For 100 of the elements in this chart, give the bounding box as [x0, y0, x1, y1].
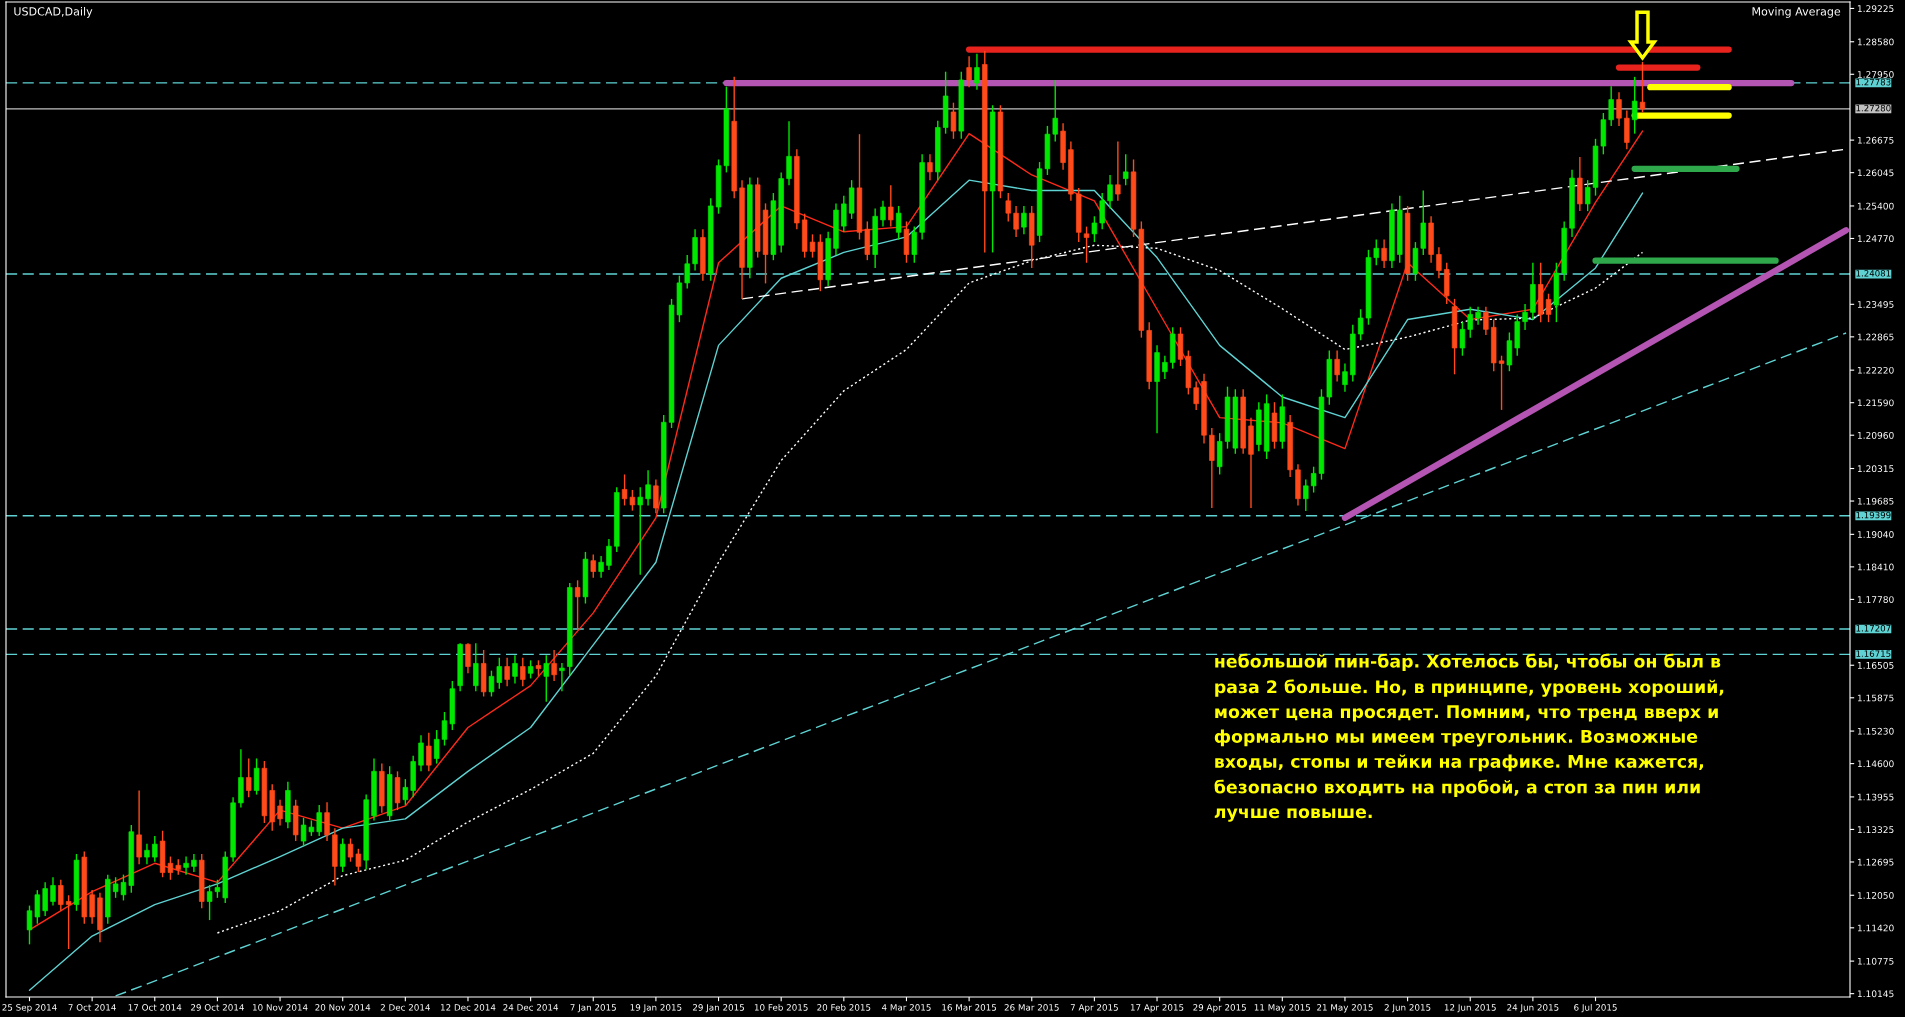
candlestick — [246, 757, 252, 798]
candlestick — [50, 876, 56, 907]
annotation: небольшой пин-бар. Хотелось бы, чтобы он был в раза 2 больше. Но, в принципе, уровень хороший, может цена просядет. Помним, что тренд вверх и формально мы имеем треугольник. Возможные входы, стопы и тейки на графике. Мне кажется, безопасно входить на пробой, а стоп за пин или лучше повыше. — [1214, 653, 1724, 822]
y-tick-label: 1.18410 — [1857, 563, 1894, 571]
candlestick — [34, 889, 41, 925]
candlestick — [1021, 205, 1027, 236]
candlestick — [1483, 305, 1489, 336]
candlestick — [590, 553, 596, 579]
candlestick — [1052, 79, 1058, 143]
y-tick-label: 1.26045 — [1857, 169, 1894, 177]
candlestick — [1162, 355, 1168, 380]
candlestick — [653, 478, 659, 514]
candlestick — [598, 555, 604, 579]
ref-line-label: 1.16715 — [1856, 650, 1891, 657]
candlestick — [1459, 321, 1466, 357]
candlestick — [527, 659, 534, 680]
candlestick — [426, 731, 432, 773]
candlestick — [559, 662, 565, 693]
y-tick-label: 1.10775 — [1857, 957, 1894, 965]
x-tick-label: 17 Oct 2014 — [128, 1004, 182, 1011]
x-tick-label: 7 Apr 2015 — [1070, 1004, 1118, 1013]
candlestick — [1334, 349, 1340, 383]
candlestick — [1193, 380, 1199, 411]
candlestick — [637, 486, 643, 576]
y-tick-label: 1.26675 — [1857, 136, 1894, 144]
candlestick — [1639, 61, 1646, 114]
candlestick — [551, 649, 557, 682]
x-tick-label: 24 Jun 2015 — [1507, 1004, 1559, 1013]
candlestick — [1616, 91, 1622, 127]
candlestick — [1475, 305, 1481, 326]
candlestick — [26, 904, 33, 946]
y-tick-label: 1.15230 — [1857, 727, 1894, 735]
candlestick — [1631, 76, 1638, 135]
candlestick — [1584, 179, 1591, 212]
x-tick-label: 10 Feb 2015 — [754, 1003, 808, 1011]
candlestick — [496, 657, 502, 690]
y-tick-label: 1.20315 — [1857, 465, 1894, 473]
x-tick-label: 20 Feb 2015 — [817, 1003, 871, 1011]
candlestick — [645, 469, 651, 507]
candlestick — [684, 254, 690, 290]
ref-line-label: 1.19399 — [1856, 511, 1891, 519]
x-tick-label: 2 Jun 2015 — [1384, 1004, 1431, 1013]
x-tick-label: 29 Oct 2014 — [191, 1004, 244, 1011]
candlestick — [340, 837, 346, 873]
candlestick — [473, 642, 479, 693]
x-tick-label: 7 Oct 2014 — [68, 1004, 116, 1011]
x-tick-label: 25 Sep 2014 — [2, 1004, 57, 1013]
candlestick — [574, 579, 581, 631]
x-tick-label: 12 Dec 2014 — [440, 1004, 496, 1011]
y-tick-label: 1.13955 — [1857, 793, 1894, 801]
x-tick-label: 17 Apr 2015 — [1130, 1004, 1184, 1013]
candlestick — [42, 881, 48, 917]
y-tick-label: 1.22865 — [1857, 333, 1894, 341]
y-tick-label: 1.12695 — [1857, 858, 1894, 866]
candlestick — [1099, 192, 1105, 230]
x-tick-label: 21 May 2015 — [1317, 1004, 1373, 1013]
x-tick-label: 6 Jul 2015 — [1574, 1003, 1617, 1013]
x-tick-label: 24 Dec 2014 — [503, 1004, 559, 1011]
candlestick — [316, 804, 322, 837]
candlestick — [488, 669, 495, 698]
x-tick-label: 10 Nov 2014 — [252, 1004, 308, 1011]
candlestick — [966, 55, 972, 88]
candlestick — [65, 894, 72, 950]
candlestick — [136, 789, 142, 865]
y-tick-label: 1.14600 — [1857, 760, 1894, 768]
candlestick — [1107, 174, 1113, 210]
candlestick — [1608, 85, 1614, 127]
candlestick — [1303, 478, 1309, 512]
x-tick-label: 12 Jun 2015 — [1444, 1004, 1496, 1013]
y-tick-label: 1.23495 — [1857, 301, 1894, 308]
y-tick-label: 1.20960 — [1857, 431, 1894, 439]
candlestick — [1498, 355, 1505, 411]
candlestick — [512, 654, 518, 685]
ref-line-label: 1.24081 — [1856, 270, 1891, 277]
candlestick — [183, 855, 189, 876]
y-tick-label: 1.21590 — [1857, 399, 1894, 407]
candlestick — [504, 657, 510, 687]
candlestick — [191, 853, 197, 873]
x-tick-label: 11 May 2015 — [1254, 1004, 1311, 1013]
y-tick-label: 1.10145 — [1857, 990, 1894, 998]
candlestick — [1115, 140, 1121, 202]
y-tick-label: 1.24770 — [1857, 235, 1894, 243]
y-tick-label: 1.27950 — [1857, 71, 1894, 78]
candlestick — [927, 153, 933, 181]
x-tick-label: 26 Mar 2015 — [1004, 1004, 1059, 1011]
candlestick — [950, 101, 957, 140]
x-tick-label: 7 Jan 2015 — [570, 1004, 616, 1013]
candlestick — [253, 757, 260, 796]
candlestick — [895, 205, 902, 241]
candlestick — [1091, 215, 1098, 243]
y-tick-label: 1.12050 — [1857, 892, 1894, 899]
y-tick-label: 1.25400 — [1857, 202, 1894, 210]
y-tick-label: 1.16505 — [1857, 661, 1894, 669]
y-tick-label: 1.22220 — [1857, 366, 1894, 374]
chart-title: USDCAD,Daily — [14, 6, 93, 18]
y-tick-label: 1.15875 — [1857, 694, 1894, 702]
candlestick — [543, 654, 549, 703]
candlestick — [520, 657, 526, 687]
candlestick — [277, 799, 283, 827]
y-tick-label: 1.11420 — [1857, 924, 1894, 932]
